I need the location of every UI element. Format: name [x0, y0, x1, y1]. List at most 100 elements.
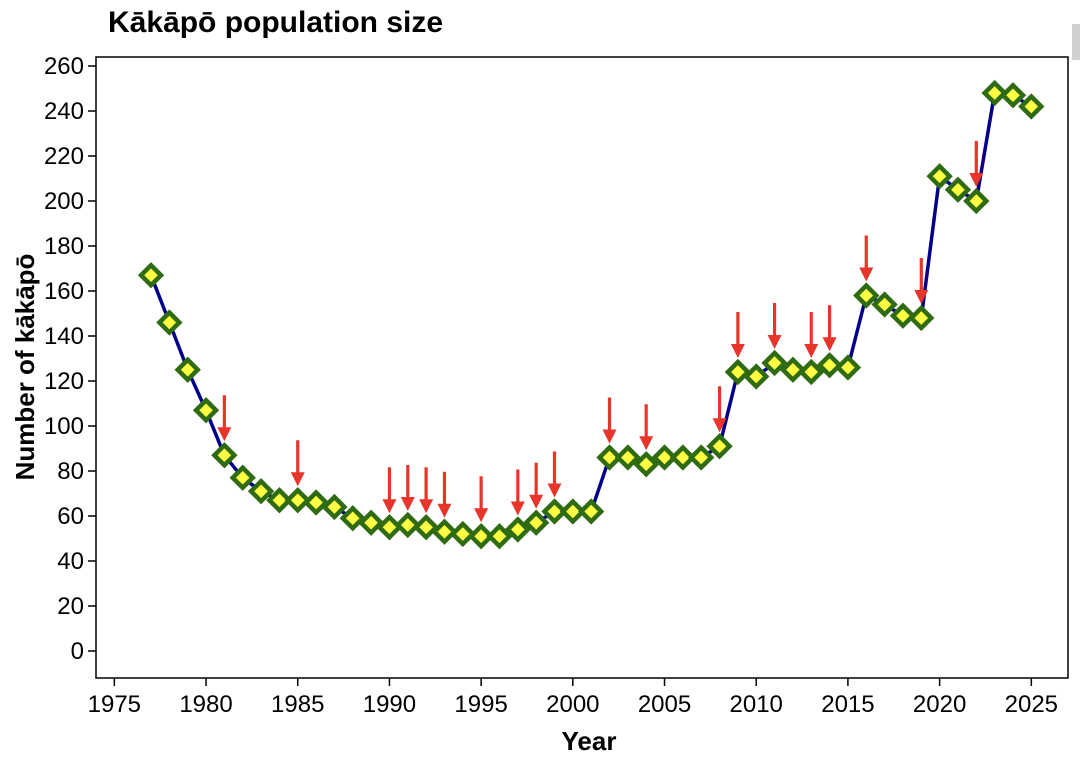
- data-point: [412, 514, 440, 541]
- x-axis-label: Year: [562, 726, 617, 756]
- arrow-head: [437, 503, 452, 518]
- data-point: [449, 520, 476, 548]
- y-tick-label: 0: [71, 638, 84, 665]
- annotation-arrow: [419, 467, 434, 514]
- arrow-head: [712, 418, 727, 433]
- data-point: [247, 478, 275, 505]
- data-point: [614, 444, 642, 471]
- arrow-head: [730, 344, 745, 358]
- annotation-arrow: [474, 476, 489, 523]
- data-point: [724, 358, 752, 386]
- y-axis: 0 20 40 60 80 100 120 140 160 180 200 220 240 260: [44, 53, 96, 665]
- x-tick-label: 1990: [363, 691, 416, 718]
- y-tick-label: 200: [44, 188, 84, 215]
- data-point: [211, 442, 238, 469]
- annotation-arrow: [290, 440, 305, 487]
- annotation-arrow: [639, 404, 654, 451]
- y-tick-label: 180: [44, 233, 84, 260]
- data-point: [926, 163, 953, 190]
- data-point: [706, 433, 733, 460]
- chart-title: Kākāpō population size: [108, 6, 443, 39]
- arrow-head: [822, 337, 837, 352]
- data-point: [467, 523, 495, 550]
- x-tick-label: 2020: [913, 691, 966, 718]
- annotation-arrow: [217, 395, 232, 442]
- annotation-arrow: [969, 141, 984, 187]
- data-point: [908, 304, 935, 332]
- data-point: [688, 444, 715, 471]
- annotation-arrow: [730, 312, 745, 358]
- data-point: [651, 444, 678, 471]
- y-tick-label: 20: [57, 593, 84, 620]
- arrow-head: [400, 497, 415, 511]
- data-point: [192, 397, 220, 424]
- data-point: [889, 302, 917, 329]
- x-tick-label: 1980: [179, 691, 232, 718]
- arrow-head: [419, 499, 434, 514]
- x-tick-label: 2015: [821, 691, 874, 718]
- data-point: [816, 352, 843, 379]
- annotation-arrow: [712, 386, 727, 433]
- data-points: [137, 79, 1045, 550]
- x-tick-label: 1975: [88, 691, 141, 718]
- arrow-head: [382, 499, 397, 514]
- data-point: [981, 79, 1008, 107]
- scrollbar-thumb[interactable]: [1072, 24, 1080, 60]
- data-point: [376, 514, 403, 541]
- arrow-head: [474, 508, 489, 523]
- annotation-arrow: [859, 235, 874, 282]
- annotation-arrow: [602, 397, 617, 444]
- arrow-head: [639, 436, 654, 451]
- data-point: [853, 282, 880, 309]
- arrow-head: [529, 494, 544, 509]
- arrow-head: [804, 344, 819, 358]
- data-point: [504, 516, 531, 543]
- data-point: [779, 356, 807, 383]
- arrow-head: [510, 501, 525, 516]
- data-point: [834, 354, 862, 381]
- x-tick-label: 1995: [454, 691, 507, 718]
- arrow-head: [602, 429, 617, 444]
- data-point: [137, 262, 165, 289]
- x-tick-label: 1985: [271, 691, 324, 718]
- data-point: [522, 509, 550, 536]
- data-point: [302, 489, 330, 516]
- annotation-arrow: [547, 451, 562, 498]
- data-point: [156, 309, 183, 336]
- y-tick-label: 40: [57, 548, 84, 575]
- y-tick-label: 100: [44, 413, 84, 440]
- data-point: [321, 493, 348, 521]
- data-point: [633, 451, 660, 478]
- annotation-arrow: [822, 305, 837, 352]
- y-tick-label: 80: [57, 458, 84, 485]
- y-tick-label: 160: [44, 278, 84, 305]
- plot-frame: [95, 56, 1069, 679]
- data-point: [577, 498, 605, 525]
- y-tick-label: 220: [44, 143, 84, 170]
- annotation-arrow: [400, 465, 415, 511]
- x-tick-label: 2000: [546, 691, 599, 718]
- arrow-head: [969, 173, 984, 187]
- data-point: [431, 518, 458, 545]
- data-point: [486, 523, 513, 550]
- annotation-arrow: [437, 471, 452, 518]
- data-point: [944, 176, 972, 203]
- data-point: [999, 82, 1027, 109]
- annotation-arrow: [804, 312, 819, 358]
- annotation-arrow: [767, 303, 782, 349]
- data-point: [266, 487, 293, 514]
- arrow-head: [290, 472, 305, 487]
- data-point: [963, 187, 990, 215]
- data-point: [559, 498, 587, 525]
- annotation-arrow: [510, 469, 525, 516]
- data-point: [596, 444, 623, 471]
- y-tick-label: 240: [44, 98, 84, 125]
- annotation-arrow: [529, 462, 544, 509]
- annotation-arrow: [382, 467, 397, 514]
- x-axis: 1975 1980 1985 1990 1995 2000 2005 2010 2015 2020…: [88, 678, 1058, 718]
- y-axis-label: Number of kākāpō: [10, 254, 40, 481]
- y-tick-label: 120: [44, 368, 84, 395]
- x-tick-label: 2005: [638, 691, 691, 718]
- data-point: [669, 444, 697, 471]
